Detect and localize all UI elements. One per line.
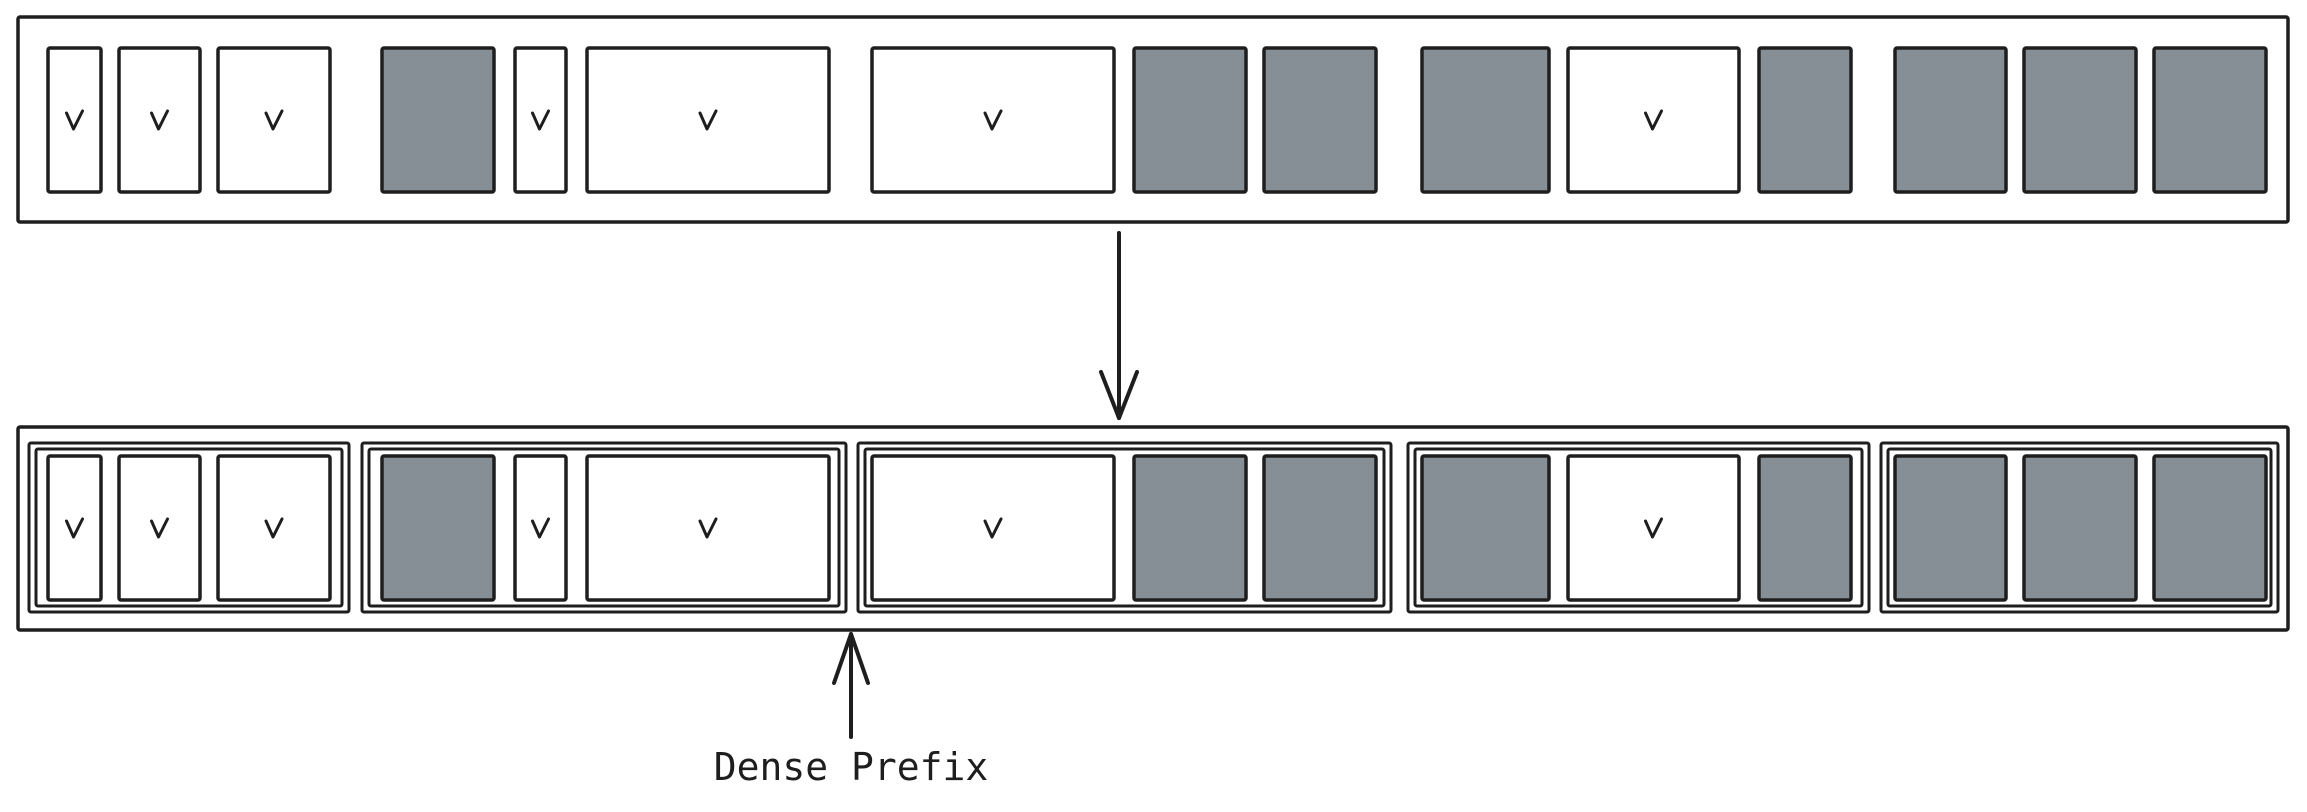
grouped-cell-value xyxy=(216,454,332,602)
grouped-sequence-row: vvvvvvv xyxy=(46,454,2268,602)
grouped-cell-value xyxy=(46,454,103,602)
value-mark-icon: v xyxy=(983,517,1003,539)
original-cell-empty xyxy=(1757,46,1853,194)
grouped-sequence-groups xyxy=(27,441,2280,614)
dense-prefix-label: Dense Prefix xyxy=(714,745,989,789)
value-mark-icon: v xyxy=(983,109,1003,131)
page-group-box xyxy=(1406,441,1871,614)
page-group-inner-box xyxy=(863,447,1386,608)
original-cell-value xyxy=(117,46,202,194)
value-mark-icon: v xyxy=(698,517,718,539)
value-mark-icon: v xyxy=(531,517,550,539)
grouped-cell-empty xyxy=(1893,454,2008,602)
grouped-cell-empty xyxy=(1757,454,1853,602)
grouped-cell-value xyxy=(870,454,1116,602)
value-mark-icon: v xyxy=(264,109,284,131)
page-group-box xyxy=(27,441,351,614)
value-mark-icon: v xyxy=(1644,517,1663,539)
original-cell-empty xyxy=(1893,46,2008,194)
original-cell-value xyxy=(46,46,103,194)
grouped-cell-value xyxy=(585,454,831,602)
value-mark-icon: v xyxy=(1644,109,1663,131)
grouped-cell-empty xyxy=(1132,454,1248,602)
page-group-inner-box xyxy=(34,447,344,608)
original-cell-empty xyxy=(1420,46,1551,194)
grouped-cell-value xyxy=(513,454,568,602)
original-cell-value xyxy=(513,46,568,194)
page-group-inner-box xyxy=(367,447,841,608)
transform-arrow xyxy=(1099,231,1139,420)
value-mark-icon: v xyxy=(150,517,169,539)
original-cell-empty xyxy=(2152,46,2268,194)
value-mark-icon: v xyxy=(698,109,718,131)
grouped-cell-value xyxy=(117,454,202,602)
value-mark-icon: v xyxy=(150,109,169,131)
original-cell-empty xyxy=(1262,46,1378,194)
original-cell-value xyxy=(870,46,1116,194)
page-group-box xyxy=(856,441,1393,614)
original-cell-value xyxy=(1566,46,1741,194)
grouped-cell-value xyxy=(1566,454,1741,602)
original-cell-value xyxy=(216,46,332,194)
page-group-box xyxy=(1879,441,2280,614)
page-group-inner-box xyxy=(1886,447,2273,608)
grouped-cell-empty xyxy=(1262,454,1378,602)
original-cell-value xyxy=(585,46,831,194)
value-mark-icon: v xyxy=(65,517,84,539)
dense-prefix-arrow xyxy=(832,632,870,739)
grouped-cell-empty xyxy=(1420,454,1551,602)
value-mark-icon: v xyxy=(65,109,84,131)
grouped-cell-empty xyxy=(2022,454,2138,602)
page-group-box xyxy=(360,441,848,614)
original-sequence-row: vvvvvvv xyxy=(46,46,2268,194)
value-mark-icon: v xyxy=(264,517,284,539)
original-cell-empty xyxy=(380,46,496,194)
grouped-cell-empty xyxy=(2152,454,2268,602)
page-group-inner-box xyxy=(1413,447,1864,608)
grouped-cell-empty xyxy=(380,454,496,602)
original-cell-empty xyxy=(2022,46,2138,194)
value-mark-icon: v xyxy=(531,109,550,131)
original-cell-empty xyxy=(1132,46,1248,194)
